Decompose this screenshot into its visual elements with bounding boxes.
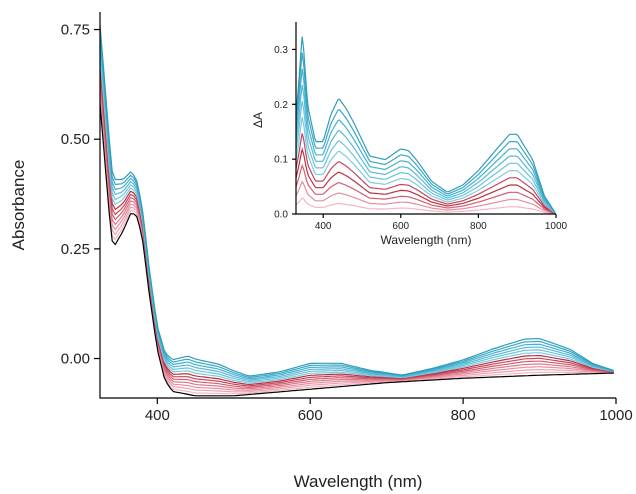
spectrum-line xyxy=(295,180,556,215)
main-x-ticks: 400 600 800 1000 xyxy=(145,398,633,424)
spectrum-line xyxy=(295,36,556,214)
inset-y-ticks: 0.0 0.1 0.2 0.3 xyxy=(274,45,296,221)
main-plot: 400 600 800 1000 0.00 0.25 0.50 0.75 Wavelengt… xyxy=(9,12,633,491)
y-tick-label: 0.1 xyxy=(274,155,288,166)
spectrum-line xyxy=(295,84,556,214)
spectrum-line xyxy=(99,91,614,393)
spectrum-line xyxy=(295,100,556,214)
spectrum-line xyxy=(99,67,614,387)
spectrum-line xyxy=(99,61,614,386)
spectrum-line xyxy=(295,163,556,215)
spectrum-line xyxy=(99,49,614,383)
inset-x-axis-title: Wavelength (nm) xyxy=(381,233,472,247)
y-tick-label: 0.25 xyxy=(61,241,90,258)
spectrum-line xyxy=(99,37,614,380)
spectrum-line xyxy=(99,85,614,391)
inset-y-axis-title: ΔA xyxy=(251,112,265,128)
spectrum-line xyxy=(99,55,614,384)
spectrum-line xyxy=(99,79,614,390)
main-axis-frame xyxy=(99,12,616,399)
spectrum-line xyxy=(295,147,556,215)
spectrum-line xyxy=(295,117,556,214)
main-y-axis-title: Absorbance xyxy=(9,160,28,251)
y-tick-label: 0.00 xyxy=(61,351,90,368)
baseline-spectrum-line xyxy=(99,104,614,397)
y-tick-label: 0.2 xyxy=(274,100,288,111)
y-tick-label: 0.50 xyxy=(61,131,90,148)
spectrum-line xyxy=(99,73,614,389)
spectrum-line xyxy=(99,43,614,381)
inset-curves xyxy=(295,36,556,215)
y-tick-label: 0.0 xyxy=(274,210,288,221)
inset-plot: 400 600 800 1000 0.0 0.1 0.2 0.3 Wavelength (n… xyxy=(251,22,568,247)
y-tick-label: 0.75 xyxy=(61,22,90,39)
x-tick-label: 600 xyxy=(298,407,323,424)
main-x-axis-title: Wavelength (nm) xyxy=(294,472,423,491)
x-tick-label: 400 xyxy=(145,407,170,424)
spectrum-line xyxy=(99,97,614,395)
x-tick-label: 800 xyxy=(470,221,487,232)
spectrum-line xyxy=(295,52,556,214)
spectrum-line xyxy=(99,30,614,379)
y-tick-label: 0.3 xyxy=(274,45,288,56)
spectrum-line xyxy=(295,197,556,215)
main-curves xyxy=(99,24,614,397)
x-tick-label: 800 xyxy=(451,407,476,424)
spectrum-line xyxy=(99,24,614,377)
main-y-ticks: 0.00 0.25 0.50 0.75 xyxy=(61,22,100,368)
inset-x-ticks: 400 600 800 1000 xyxy=(315,214,568,232)
x-tick-label: 1000 xyxy=(599,407,632,424)
spectrum-line xyxy=(295,133,556,214)
spectrum-line xyxy=(295,68,556,214)
x-tick-label: 600 xyxy=(392,221,409,232)
x-tick-label: 1000 xyxy=(545,221,568,232)
x-tick-label: 400 xyxy=(315,221,332,232)
